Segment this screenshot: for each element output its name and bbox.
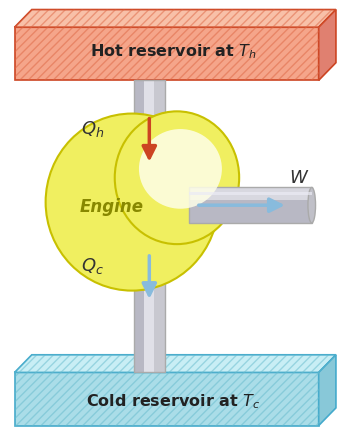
Text: $Q_h$: $Q_h$ <box>81 119 104 139</box>
Polygon shape <box>189 200 312 223</box>
Text: Hot reservoir at $T_h$: Hot reservoir at $T_h$ <box>90 42 257 61</box>
Text: Cold reservoir at $T_c$: Cold reservoir at $T_c$ <box>86 392 261 411</box>
Polygon shape <box>15 27 319 80</box>
Polygon shape <box>15 10 336 27</box>
Ellipse shape <box>45 114 218 291</box>
Ellipse shape <box>139 129 222 209</box>
Polygon shape <box>15 373 319 426</box>
Ellipse shape <box>115 111 239 244</box>
Ellipse shape <box>308 187 315 223</box>
Polygon shape <box>189 192 312 195</box>
Text: Engine: Engine <box>79 198 143 215</box>
Polygon shape <box>154 80 165 373</box>
Polygon shape <box>319 355 336 426</box>
Text: $Q_c$: $Q_c$ <box>82 256 104 276</box>
Polygon shape <box>189 187 312 200</box>
Polygon shape <box>15 355 336 373</box>
Polygon shape <box>134 80 144 373</box>
Polygon shape <box>144 80 154 373</box>
Text: $W$: $W$ <box>289 169 310 187</box>
Polygon shape <box>319 10 336 80</box>
